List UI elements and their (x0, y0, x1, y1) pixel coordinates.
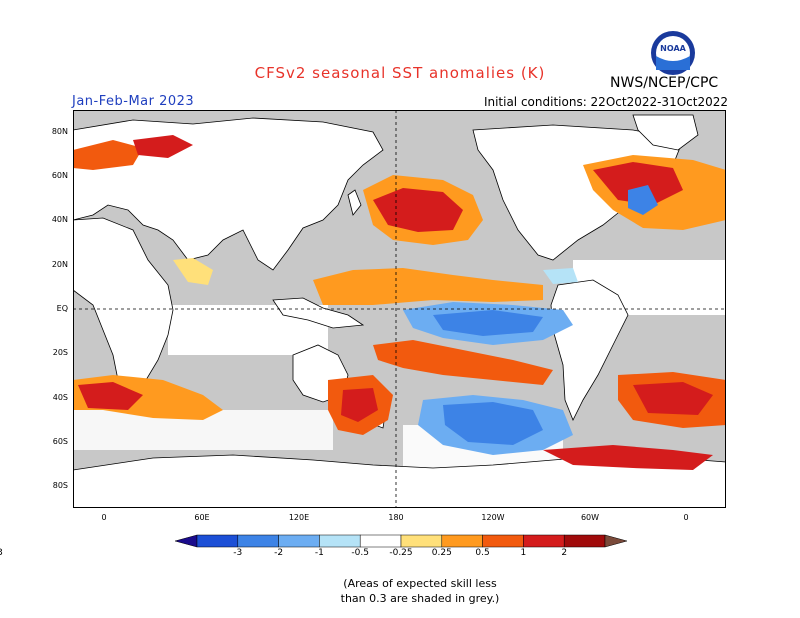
noaa-logo-text: NOAA (660, 44, 686, 53)
skill-note-line-2: than 0.3 are shaded in grey.) (340, 592, 500, 605)
cool-anomalies (403, 185, 658, 455)
cool-equatorial-pacific-core (433, 310, 543, 336)
skill-note: (Areas of expected skill less than 0.3 a… (0, 576, 800, 606)
lat-label-60n: 60N (51, 171, 68, 180)
forecast-period: Jan-Feb-Mar 2023 (72, 94, 195, 109)
lon-label-60w: 60W (580, 513, 600, 522)
warm-arctic-pacific (133, 135, 193, 158)
color-bar-segment (319, 534, 361, 548)
lon-label-180: 180 (388, 513, 404, 522)
lon-label-0-west: 0 (101, 513, 107, 522)
color-bar-segment (237, 534, 279, 548)
noaa-logo: NOAA (651, 31, 695, 75)
warm-west-indian-edge (173, 258, 213, 285)
warm-anomalies (73, 135, 726, 470)
lon-label-0-east: 0 (683, 513, 689, 522)
warm-tasman-core (341, 388, 378, 422)
color-bar-tick-label: 3 (0, 548, 20, 558)
land-greenland (632, 114, 699, 151)
color-bar-segment (563, 534, 606, 548)
color-bar-arrow-low (175, 534, 198, 548)
color-bar-tick-label: 1 (520, 548, 527, 558)
land-africa (73, 217, 174, 391)
lat-label-40s: 40S (52, 393, 68, 402)
color-bar-segment (482, 534, 524, 548)
lat-label-40n: 40N (51, 215, 68, 224)
lat-label-20n: 20N (51, 260, 68, 269)
cool-pacific-edge (543, 268, 578, 284)
warm-tropical-pacific (313, 268, 543, 305)
land-antarctica (73, 454, 726, 508)
lon-label-120e: 120E (288, 513, 310, 522)
color-bar-tick-label: -0.5 (351, 548, 369, 558)
lat-label-60s: 60S (52, 437, 68, 446)
color-bar-tick-label: -0.25 (389, 548, 413, 558)
warm-south-atlantic-core (633, 382, 713, 415)
lat-label-eq: EQ (56, 304, 68, 313)
color-bar-tick-label: 0.5 (475, 548, 490, 558)
color-bar-segment (196, 534, 239, 548)
warm-arctic-atlantic (73, 140, 143, 170)
color-bar-tick-label: 0.25 (431, 548, 452, 558)
color-bar-segment (278, 534, 320, 548)
skill-note-line-1: (Areas of expected skill less (343, 577, 497, 590)
cool-southeast-pacific-core (443, 402, 543, 445)
land-japan (347, 189, 362, 216)
warm-south-pacific-band (373, 340, 553, 385)
color-bar-tick-label: -2 (274, 548, 284, 558)
warm-south-indian-core (78, 382, 143, 410)
color-bar-tick-label: -1 (314, 548, 324, 558)
color-bar-segment (441, 534, 483, 548)
agency-label: NWS/NCEP/CPC (610, 75, 719, 91)
initial-conditions: Initial conditions: 22Oct2022-31Oct2022 (483, 95, 728, 109)
color-bar-segment (359, 534, 402, 548)
color-bar-segment (523, 534, 565, 548)
map-frame (73, 110, 726, 508)
land-maritime-continent (272, 297, 365, 329)
color-bar-arrow-high (604, 534, 627, 548)
color-bar-segment (400, 534, 443, 548)
lon-label-60e: 60E (194, 513, 210, 522)
lon-label-120w: 120W (481, 513, 505, 522)
warm-southern-ocean-east (543, 445, 713, 470)
lat-label-80s: 80S (52, 481, 68, 490)
map-title: CFSv2 seasonal SST anomalies (K) (254, 64, 546, 82)
cool-north-atlantic-patch (628, 185, 658, 215)
sst-anomaly-map (73, 110, 726, 508)
warm-north-atlantic-core (593, 162, 683, 205)
color-bar-tick-label: -3 (233, 548, 243, 558)
lat-label-20s: 20S (52, 348, 68, 357)
color-bar-tick-label: 2 (561, 548, 568, 558)
warm-north-pacific-core (373, 188, 463, 232)
color-bar (175, 534, 627, 548)
lat-label-80n: 80N (51, 127, 68, 136)
